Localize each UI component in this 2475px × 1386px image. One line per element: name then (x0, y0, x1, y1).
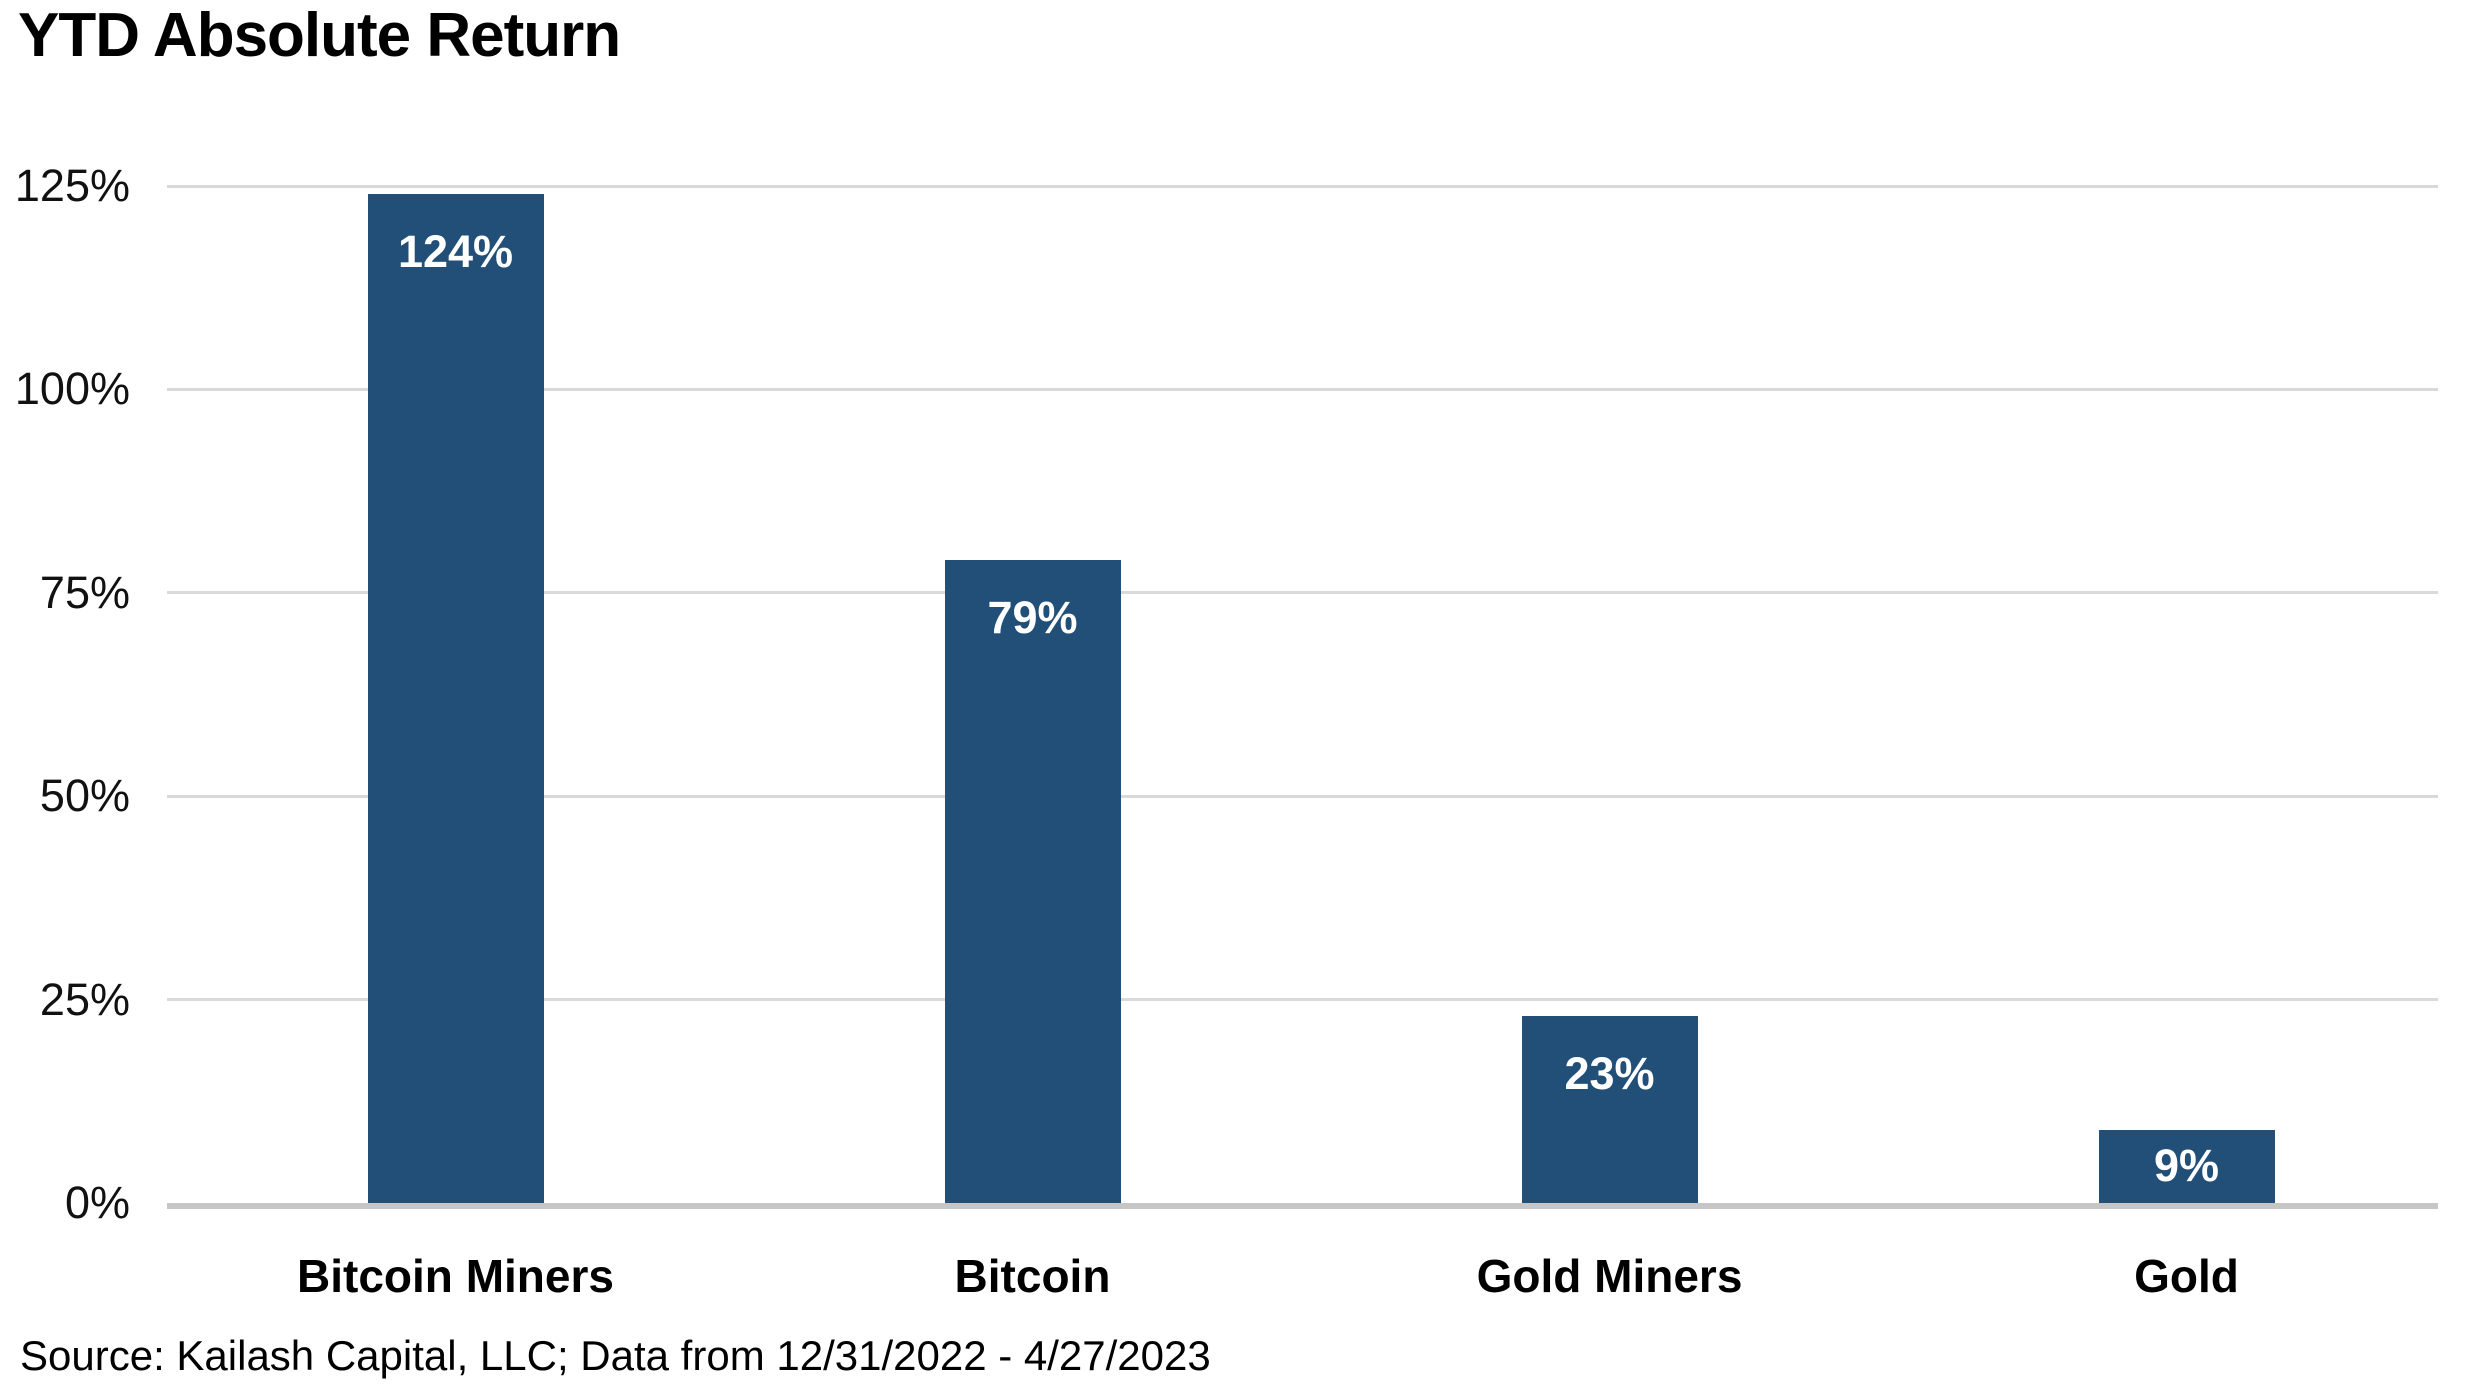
gridline-100pct (167, 387, 2438, 391)
category-label-gold-miners: Gold Miners (1476, 1250, 1743, 1302)
bar-value-label: 79% (987, 592, 1078, 644)
bar-gold: 9% (2098, 1129, 2275, 1203)
category-label-bitcoin: Bitcoin (954, 1250, 1111, 1302)
gridline-25pct (167, 998, 2438, 1002)
gridline-125pct (167, 184, 2438, 188)
chart-title: YTD Absolute Return (18, 1, 621, 70)
gridline-50pct (167, 794, 2438, 798)
y-axis-tick-label: 50% (39, 770, 130, 822)
y-axis-tick-label: 0% (64, 1177, 130, 1228)
bar-value-label: 23% (1564, 1047, 1655, 1099)
y-axis-tick-label: 100% (14, 363, 130, 415)
y-axis-tick-label: 25% (39, 973, 130, 1025)
bar-value-label: 124% (397, 226, 514, 278)
x-axis-line (167, 1203, 2438, 1209)
bar-gold-miners: 23% (1521, 1015, 1698, 1203)
y-axis-tick-label: 75% (39, 566, 130, 618)
category-label-bitcoin-miners: Bitcoin Miners (297, 1250, 614, 1302)
y-axis-tick-label: 125% (14, 160, 130, 211)
gridline-75pct (167, 591, 2438, 595)
bar-bitcoin: 79% (944, 560, 1121, 1203)
bar-bitcoin-miners: 124% (367, 194, 544, 1203)
bar-value-label: 9% (2153, 1140, 2220, 1192)
category-label-gold: Gold (2134, 1250, 2239, 1302)
source-note: Source: Kailash Capital, LLC; Data from … (20, 1332, 1211, 1379)
